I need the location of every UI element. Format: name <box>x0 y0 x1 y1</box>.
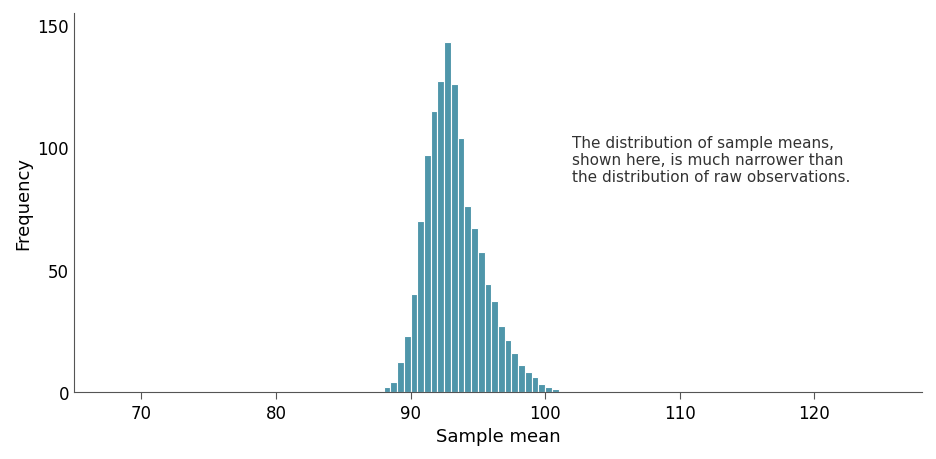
Bar <box>511 353 519 392</box>
Bar <box>397 363 403 392</box>
Bar <box>464 207 471 392</box>
Bar <box>431 112 437 392</box>
Bar <box>545 387 552 392</box>
X-axis label: Sample mean: Sample mean <box>436 427 561 445</box>
Bar <box>403 336 411 392</box>
Bar <box>485 285 491 392</box>
Bar <box>445 43 451 392</box>
Bar <box>532 377 538 392</box>
Text: The distribution of sample means,
shown here, is much narrower than
the distribu: The distribution of sample means, shown … <box>572 135 851 185</box>
Bar <box>552 389 559 392</box>
Bar <box>498 326 505 392</box>
Bar <box>451 84 458 392</box>
Bar <box>538 385 545 392</box>
Bar <box>390 382 397 392</box>
Bar <box>384 387 390 392</box>
Bar <box>525 372 532 392</box>
Y-axis label: Frequency: Frequency <box>14 157 32 249</box>
Bar <box>477 253 485 392</box>
Bar <box>411 294 417 392</box>
Bar <box>491 302 498 392</box>
Bar <box>417 221 424 392</box>
Bar <box>471 229 477 392</box>
Bar <box>437 82 445 392</box>
Bar <box>505 341 511 392</box>
Bar <box>519 365 525 392</box>
Bar <box>424 155 431 392</box>
Bar <box>458 138 464 392</box>
